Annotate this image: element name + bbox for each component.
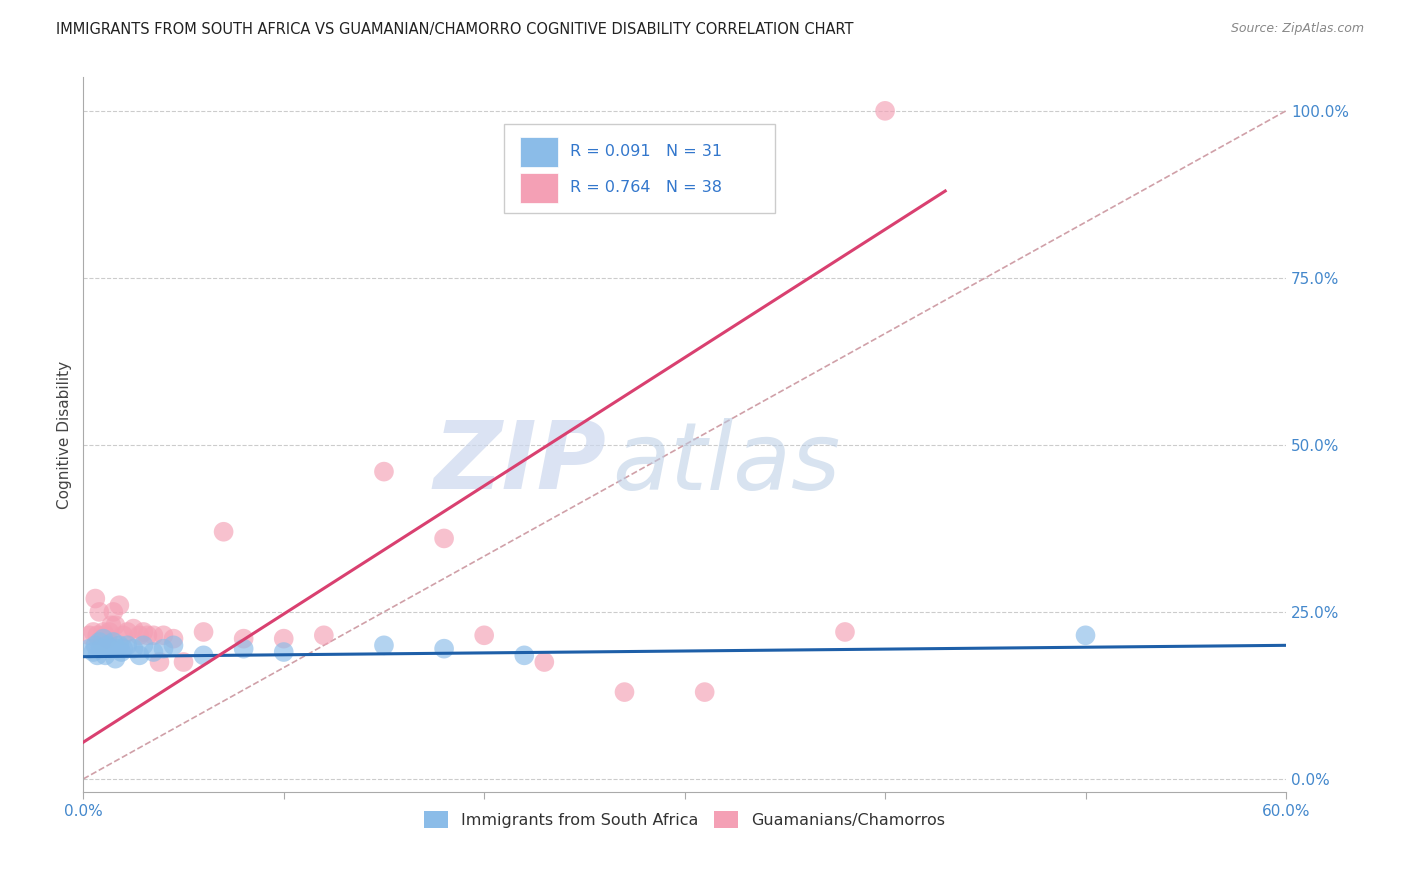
Point <box>693 685 716 699</box>
Point <box>162 638 184 652</box>
Point <box>312 628 335 642</box>
Point <box>94 648 117 663</box>
Text: atlas: atlas <box>613 418 841 509</box>
Point <box>90 641 112 656</box>
Point <box>873 103 896 118</box>
Point <box>79 641 101 656</box>
Point <box>98 641 121 656</box>
Point <box>273 632 295 646</box>
Point <box>373 465 395 479</box>
Text: ZIP: ZIP <box>433 417 606 509</box>
Point <box>613 685 636 699</box>
Point <box>86 648 108 663</box>
Point <box>128 648 150 663</box>
Point <box>273 645 295 659</box>
Point <box>834 624 856 639</box>
Point <box>79 628 101 642</box>
Point <box>110 645 132 659</box>
Text: Source: ZipAtlas.com: Source: ZipAtlas.com <box>1230 22 1364 36</box>
Point <box>84 638 107 652</box>
Point <box>193 624 215 639</box>
Point <box>100 618 122 632</box>
Point <box>132 638 155 652</box>
Point <box>112 641 135 656</box>
Point <box>128 628 150 642</box>
Point <box>232 632 254 646</box>
FancyBboxPatch shape <box>520 136 558 167</box>
Point <box>108 638 131 652</box>
Point <box>1074 628 1097 642</box>
Point <box>193 648 215 663</box>
Point <box>94 628 117 642</box>
Point <box>136 628 159 642</box>
Legend: Immigrants from South Africa, Guamanians/Chamorros: Immigrants from South Africa, Guamanians… <box>418 805 952 834</box>
FancyBboxPatch shape <box>520 172 558 202</box>
Point <box>117 638 139 652</box>
Point <box>132 624 155 639</box>
Point <box>433 532 456 546</box>
Point <box>89 635 111 649</box>
Point <box>104 618 127 632</box>
Point <box>103 605 125 619</box>
Point <box>96 638 118 652</box>
Point <box>103 635 125 649</box>
Point <box>232 641 254 656</box>
Text: R = 0.764   N = 38: R = 0.764 N = 38 <box>571 180 723 195</box>
Point <box>91 632 114 646</box>
Point <box>108 599 131 613</box>
Text: IMMIGRANTS FROM SOUTH AFRICA VS GUAMANIAN/CHAMORRO COGNITIVE DISABILITY CORRELAT: IMMIGRANTS FROM SOUTH AFRICA VS GUAMANIA… <box>56 22 853 37</box>
Point <box>82 624 104 639</box>
Point <box>98 624 121 639</box>
Point <box>86 628 108 642</box>
Point <box>152 641 174 656</box>
Point <box>212 524 235 539</box>
Point <box>122 641 145 656</box>
Point <box>533 655 555 669</box>
Point <box>112 628 135 642</box>
Point <box>142 628 165 642</box>
Y-axis label: Cognitive Disability: Cognitive Disability <box>58 360 72 509</box>
Point <box>91 624 114 639</box>
FancyBboxPatch shape <box>505 124 775 213</box>
Point <box>82 645 104 659</box>
Point <box>104 651 127 665</box>
Point <box>472 628 495 642</box>
Point <box>162 632 184 646</box>
Point <box>152 628 174 642</box>
Point <box>373 638 395 652</box>
Point <box>105 641 128 656</box>
Point <box>89 605 111 619</box>
Point <box>122 622 145 636</box>
Point <box>100 641 122 656</box>
Point <box>96 632 118 646</box>
Point <box>148 655 170 669</box>
Point <box>142 645 165 659</box>
Point <box>433 641 456 656</box>
Point <box>173 655 195 669</box>
Point <box>513 648 536 663</box>
Point <box>117 624 139 639</box>
Point <box>84 591 107 606</box>
Point <box>90 635 112 649</box>
Text: R = 0.091   N = 31: R = 0.091 N = 31 <box>571 145 723 160</box>
